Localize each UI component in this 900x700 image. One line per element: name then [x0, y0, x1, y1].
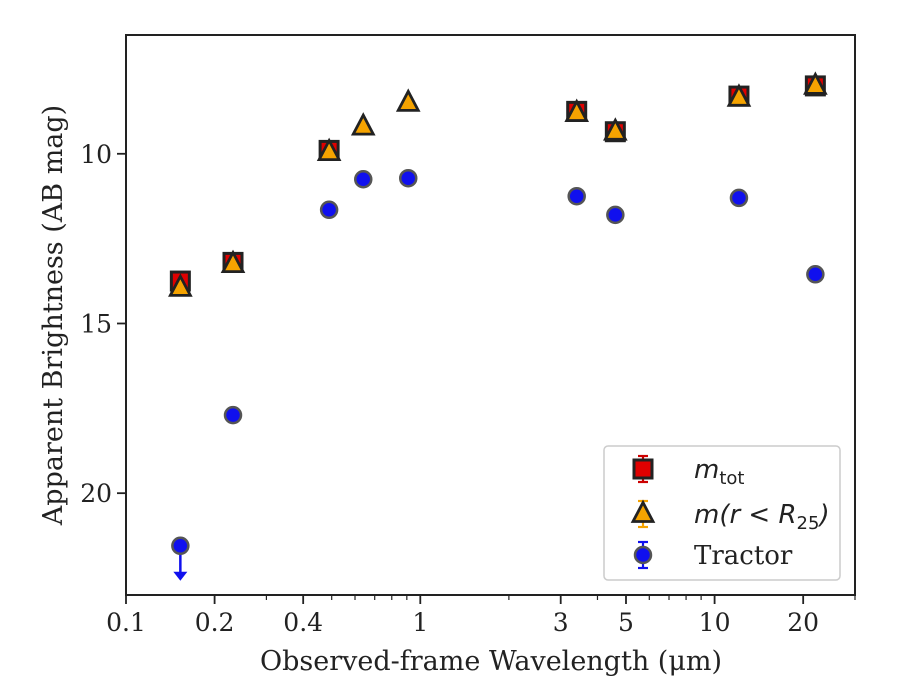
data-point-triangle: [564, 98, 590, 122]
y-axis-label: Apparent Brightness (AB mag): [38, 105, 69, 526]
data-points: [168, 71, 828, 581]
axis-labels: Observed-frame Wavelength (μm) Apparent …: [38, 105, 722, 677]
x-tick-label: 3: [553, 608, 569, 637]
data-point-circle: [171, 536, 190, 556]
upper-limit-arrow-head: [173, 571, 188, 581]
data-point-circle: [633, 545, 653, 565]
x-axis-label: Observed-frame Wavelength (μm): [260, 646, 722, 677]
data-point-circle: [319, 200, 339, 220]
legend-label: Tractor: [694, 541, 793, 571]
data-point-triangle: [350, 112, 376, 136]
x-tick-label: 5: [618, 608, 634, 637]
data-point-triangle: [630, 499, 656, 523]
data-point-circle: [223, 405, 243, 425]
data-point-triangle: [316, 137, 342, 161]
data-point-circle: [567, 186, 586, 206]
data-point-circle: [398, 168, 418, 188]
data-point-circle: [729, 188, 749, 208]
data-point-triangle: [168, 273, 193, 297]
x-tick-label: 0.1: [106, 608, 146, 637]
y-tick-label: 15: [80, 309, 112, 338]
data-point-circle: [354, 169, 373, 189]
legend: mtot m(r < R25) Tractor: [603, 445, 841, 581]
data-point-circle: [606, 205, 625, 225]
legend-box: [603, 445, 841, 581]
data-point-triangle: [220, 249, 246, 273]
legend-label: m(r < R25): [694, 500, 830, 534]
data-point-circle: [806, 265, 825, 284]
data-point-triangle: [603, 117, 628, 141]
x-tick-label: 20: [787, 608, 819, 637]
plot-frame: [125, 34, 856, 596]
data-point-triangle: [726, 83, 752, 107]
y-tick-label: 10: [80, 140, 112, 169]
data-point-square: [632, 458, 654, 480]
data-point-triangle: [803, 71, 828, 95]
axes: 0.1 0.2 0.4 1 3 5 10 20 10 15 20: [80, 34, 856, 637]
y-tick-label: 20: [80, 479, 112, 508]
x-tick-label: 10: [699, 608, 731, 637]
x-tick-label: 1: [412, 608, 428, 637]
data-point-triangle: [395, 88, 421, 112]
legend-label: mtot: [694, 455, 744, 489]
x-tick-label: 0.2: [195, 608, 235, 637]
x-tick-label: 0.4: [283, 608, 323, 637]
